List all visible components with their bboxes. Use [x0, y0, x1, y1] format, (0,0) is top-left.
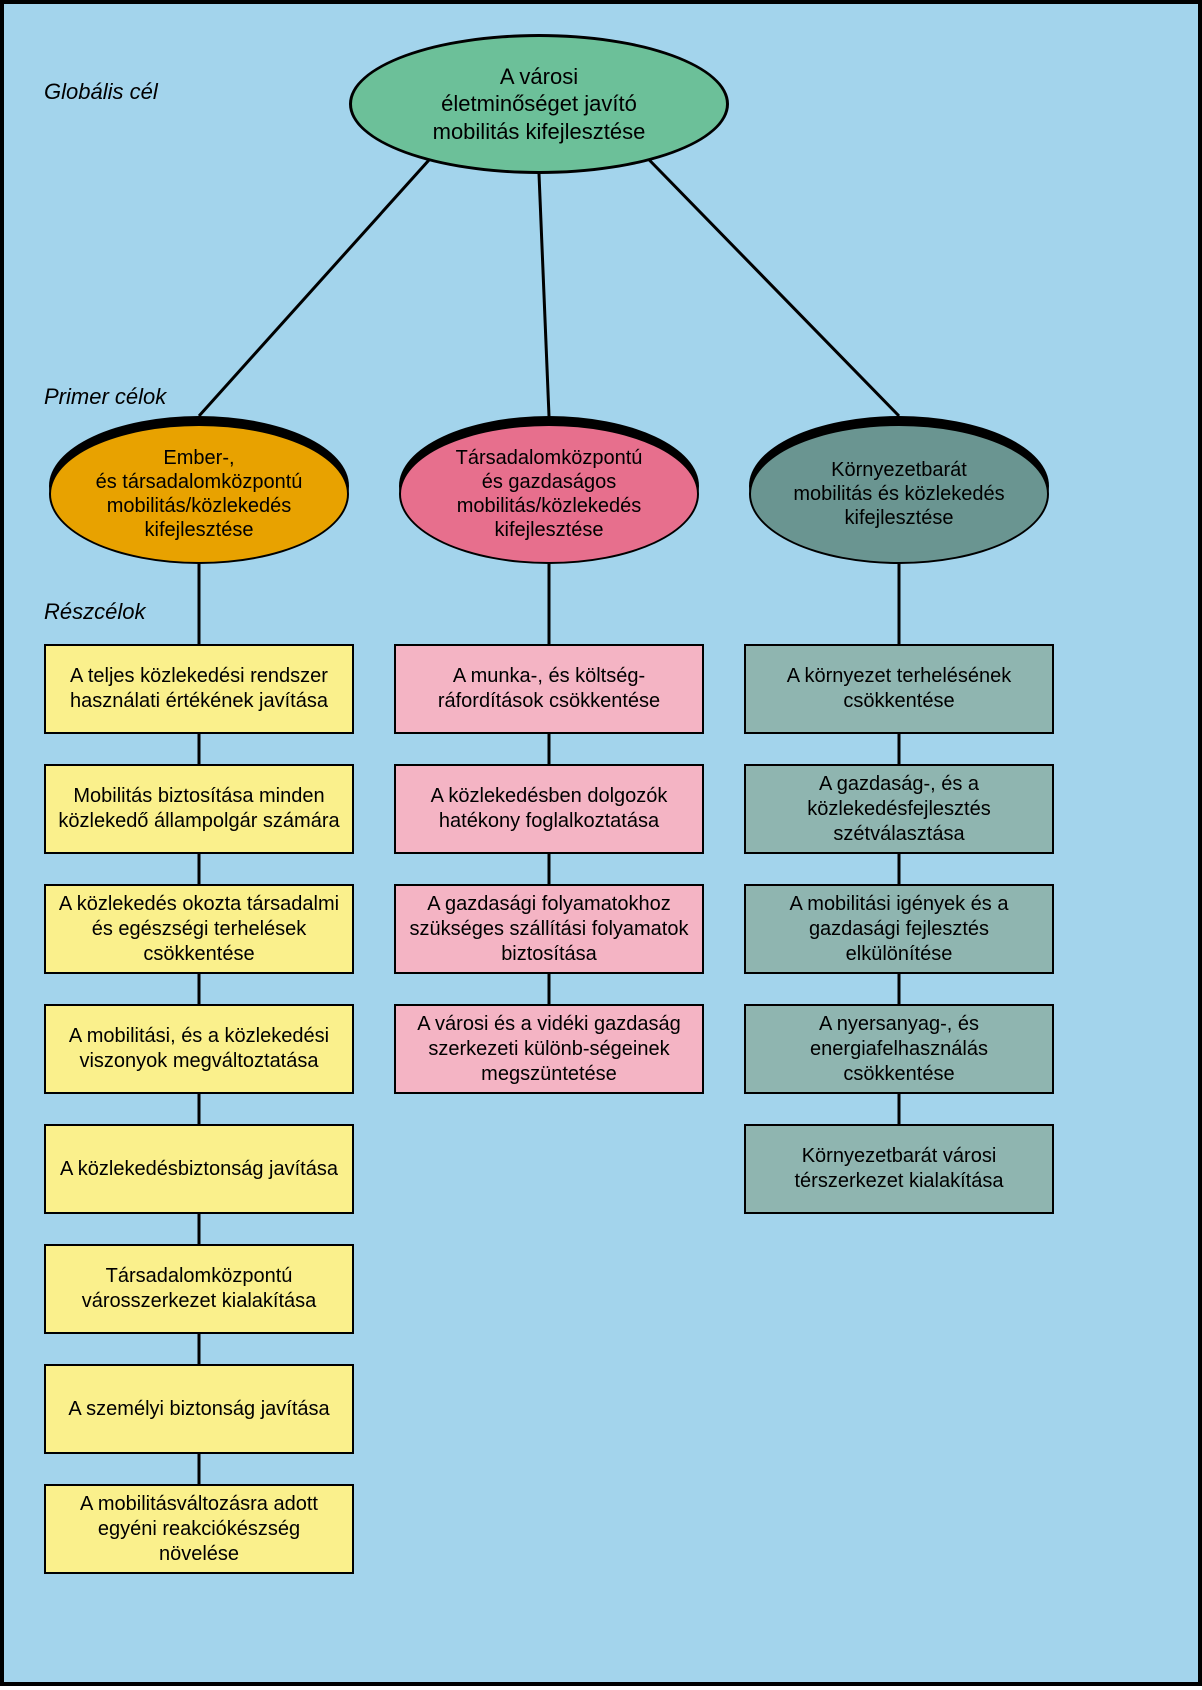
subgoal-box: A gazdaság-, és a közlekedésfejlesztés s… — [744, 764, 1054, 854]
subgoal-box: Mobilitás biztosítása minden közlekedő á… — [44, 764, 354, 854]
global-goal-text: A városiéletminőséget javítómobilitás ki… — [433, 63, 646, 146]
subgoal-box: Társadalomközpontú városszerkezet kialak… — [44, 1244, 354, 1334]
subgoal-box: A mobilitási igények és a gazdasági fejl… — [744, 884, 1054, 974]
subgoal-box: A személyi biztonság javítása — [44, 1364, 354, 1454]
section-label-global: Globális cél — [44, 79, 158, 105]
primary-node-p3: Környezetbarátmobilitás és közlekedéskif… — [749, 424, 1049, 564]
subgoal-box: A gazdasági folyamatokhoz szükséges szál… — [394, 884, 704, 974]
global-goal-node: A városiéletminőséget javítómobilitás ki… — [349, 34, 729, 174]
primary-node-p1: Ember-,és társadalomközpontúmobilitás/kö… — [49, 424, 349, 564]
section-label-sub: Részcélok — [44, 599, 145, 625]
primary-node-p2: Társadalomközpontúés gazdaságosmobilitás… — [399, 424, 699, 564]
subgoal-box: A mobilitásváltozásra adott egyéni reakc… — [44, 1484, 354, 1574]
subgoal-box: A nyersanyag-, és energiafelhasználás cs… — [744, 1004, 1054, 1094]
subgoal-box: A közlekedésbiztonság javítása — [44, 1124, 354, 1214]
primary-node-body: Társadalomközpontúés gazdaságosmobilitás… — [399, 424, 699, 564]
subgoal-box: A mobilitási, és a közlekedési viszonyok… — [44, 1004, 354, 1094]
section-label-primary: Primer célok — [44, 384, 166, 410]
subgoal-box: A közlekedés okozta társadalmi és egészs… — [44, 884, 354, 974]
subgoal-box: Környezetbarát városi térszerkezet kiala… — [744, 1124, 1054, 1214]
primary-node-body: Ember-,és társadalomközpontúmobilitás/kö… — [49, 424, 349, 564]
primary-node-body: Környezetbarátmobilitás és közlekedéskif… — [749, 424, 1049, 564]
subgoal-box: A városi és a vidéki gazdaság szerkezeti… — [394, 1004, 704, 1094]
diagram-canvas: Globális cél Primer célok Részcélok A vá… — [0, 0, 1202, 1686]
subgoal-box: A közlekedésben dolgozók hatékony foglal… — [394, 764, 704, 854]
subgoal-box: A munka-, és költség-ráfordítások csökke… — [394, 644, 704, 734]
subgoal-box: A környezet terhelésének csökkentése — [744, 644, 1054, 734]
subgoal-box: A teljes közlekedési rendszer használati… — [44, 644, 354, 734]
